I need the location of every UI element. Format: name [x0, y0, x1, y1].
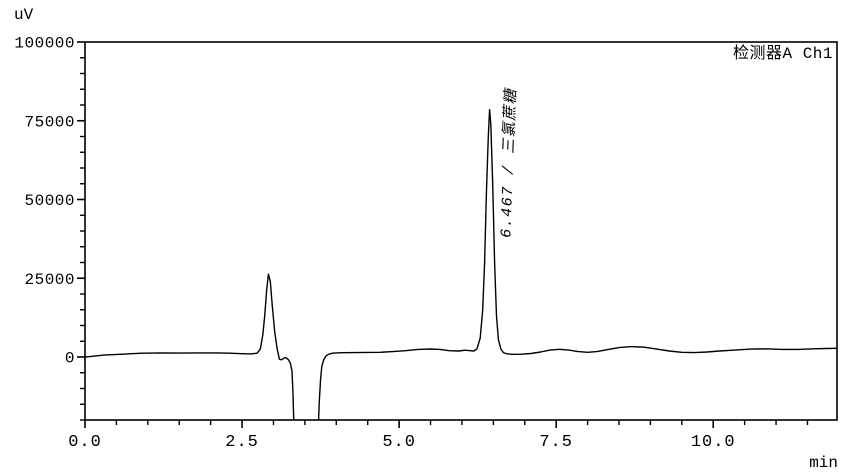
y-tick-label: 100000	[14, 35, 75, 53]
chromatogram-trace	[85, 108, 837, 420]
x-axis-unit-label: min	[809, 454, 838, 472]
detector-channel-label: 检测器A Ch1	[733, 44, 833, 63]
plot-area: 0 25000 50000 75000 100000 0.0 2.5 5.0 7.5 10.0 6.…	[14, 35, 838, 452]
peak-label: 6.467 / 三氯蔗糖	[497, 87, 520, 238]
y-tick-label: 0	[65, 350, 75, 368]
x-tick-label: 7.5	[539, 433, 573, 452]
y-tick-label: 25000	[24, 271, 75, 289]
y-axis-unit-label: uV	[14, 6, 34, 24]
x-tick-label: 2.5	[225, 433, 259, 452]
x-tick-label: 0.0	[68, 433, 102, 452]
y-tick-label: 75000	[24, 113, 75, 131]
x-tick-label: 10.0	[691, 433, 736, 452]
y-tick-label: 50000	[24, 192, 75, 210]
x-tick-label: 5.0	[382, 433, 416, 452]
plot-frame	[84, 41, 838, 421]
